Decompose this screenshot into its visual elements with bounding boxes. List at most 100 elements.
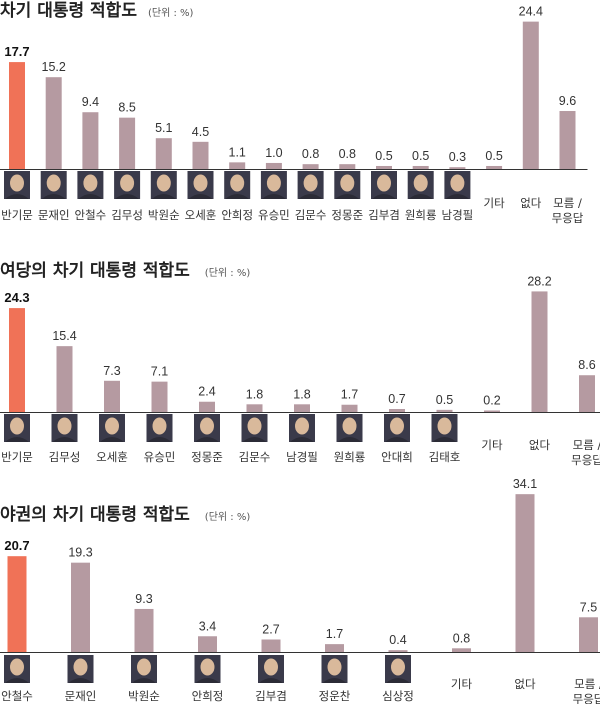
bar-1: [9, 308, 25, 412]
portrait-photo-icon: [260, 171, 287, 199]
chart-title: 여당의 차기 대통령 적합도: [0, 260, 190, 281]
data-label: 19.3: [68, 546, 92, 560]
data-label: 1.1: [229, 145, 246, 159]
photo-shoulders: [408, 194, 433, 199]
photo-face: [156, 174, 171, 192]
data-label: 0.5: [436, 393, 453, 407]
data-label: 7.5: [580, 600, 597, 614]
portrait-photo-icon: [194, 655, 221, 683]
photo-shoulders: [335, 194, 360, 199]
bar-9: [515, 494, 535, 652]
tick-label: 안희정: [192, 689, 224, 703]
photo-shoulders: [5, 678, 29, 683]
bar-3: [104, 380, 120, 412]
photo-face: [46, 174, 61, 192]
data-label: 20.7: [4, 538, 29, 553]
data-label: 0.5: [485, 149, 502, 163]
bar-10: [436, 409, 453, 412]
bar-6: [246, 404, 263, 412]
data-label: 34.1: [513, 477, 537, 491]
photo-shoulders: [337, 437, 362, 442]
photo-shoulders: [41, 194, 66, 199]
chart-panel-2: 여당의 차기 대통령 적합도 (단위 : %) 24.3 반기문 15.4 김무성 7.3 오…: [0, 260, 600, 467]
photo-face: [390, 417, 404, 435]
photo-shoulders: [115, 194, 140, 199]
photo-face: [200, 417, 214, 435]
tick-label: 유승민: [258, 208, 290, 222]
photo-shoulders: [132, 678, 156, 683]
data-label: 9.4: [82, 95, 99, 109]
photo-shoulders: [151, 194, 176, 199]
photo-face: [450, 174, 465, 192]
tick-label: 안철수: [1, 689, 33, 703]
tick-label: 김무성: [111, 208, 143, 222]
portrait-photo-icon: [187, 171, 214, 199]
portrait-photo-icon: [51, 414, 78, 442]
photo-shoulders: [322, 678, 347, 683]
tick-label: 모름 / 무응답: [552, 196, 584, 225]
photo-face: [57, 417, 72, 435]
portrait-photo-icon: [4, 171, 30, 199]
bar-6: [192, 141, 209, 169]
data-label: 24.4: [519, 5, 543, 19]
tick-label: 기타: [481, 438, 503, 452]
bar-2: [56, 346, 73, 412]
photo-face: [342, 417, 357, 435]
data-label: 17.7: [4, 44, 29, 59]
portrait-photo-icon: [4, 655, 30, 683]
bar-15: [522, 21, 539, 170]
tick-label: 유승민: [144, 450, 176, 464]
data-label: 9.3: [135, 592, 152, 606]
photo-shoulders: [386, 678, 410, 683]
chart-title: 야권의 차기 대통령 적합도: [0, 504, 190, 525]
bar-12: [412, 165, 429, 169]
data-label: 0.4: [389, 633, 406, 647]
photo-shoulders: [259, 678, 283, 683]
photo-shoulders: [52, 437, 77, 442]
tick-label: 반기문: [1, 208, 33, 222]
portrait-photo-icon: [385, 655, 411, 683]
portrait-photo-icon: [4, 414, 30, 442]
bar-2: [45, 77, 62, 169]
tick-label: 정운찬: [319, 689, 351, 703]
photo-shoulders: [225, 194, 250, 199]
photo-face: [264, 658, 278, 676]
photo-face: [266, 174, 281, 192]
bar-4: [198, 636, 217, 652]
data-label: 8.6: [578, 358, 595, 372]
data-label: 2.4: [198, 385, 215, 399]
bar-11: [484, 410, 500, 412]
photo-face: [230, 174, 245, 192]
portrait-photo-icon: [194, 414, 220, 442]
data-label: 2.7: [262, 623, 279, 637]
tick-label: 없다: [514, 677, 536, 691]
data-label: 0.2: [483, 394, 500, 408]
chart-unit: (단위 : %): [205, 266, 251, 279]
bar-7: [294, 404, 310, 412]
portrait-photo-icon: [99, 414, 125, 442]
photo-shoulders: [242, 437, 267, 442]
chart-panel-3: 야권의 차기 대통령 적합도 (단위 : %) 20.7 안철수 19.3 문재인 9.3 박…: [0, 477, 600, 704]
tick-label: 없다: [529, 438, 551, 452]
bar-6: [325, 644, 344, 652]
portrait-photo-icon: [150, 171, 177, 199]
data-label: 0.7: [388, 392, 405, 406]
bar-5: [155, 138, 172, 169]
photo-face: [295, 417, 309, 435]
data-label: 24.3: [4, 290, 29, 305]
photo-face: [10, 174, 24, 192]
portrait-photo-icon: [77, 171, 104, 199]
bar-11: [376, 165, 392, 169]
photo-face: [193, 174, 208, 192]
portrait-photo-icon: [67, 655, 94, 683]
bar-14: [486, 165, 503, 169]
tick-label: 김태호: [429, 450, 461, 464]
photo-face: [73, 658, 88, 676]
data-label: 0.3: [449, 150, 466, 164]
tick-label: 정몽준: [191, 450, 223, 464]
data-label: 8.5: [118, 101, 135, 115]
photo-face: [327, 658, 342, 676]
photo-face: [391, 658, 405, 676]
bar-8: [341, 404, 358, 412]
